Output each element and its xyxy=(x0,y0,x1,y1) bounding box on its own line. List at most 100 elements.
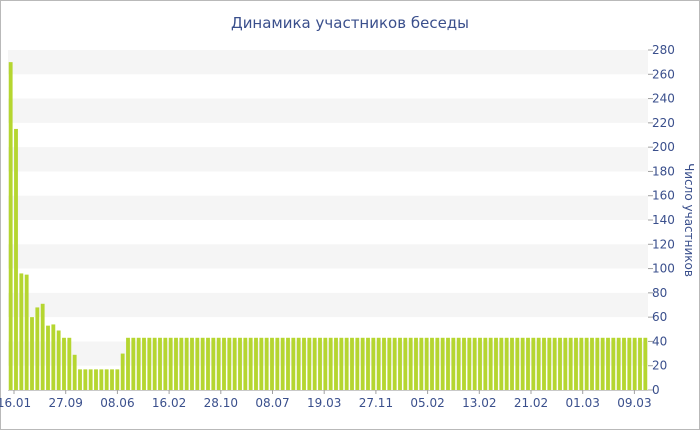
bar xyxy=(542,337,546,390)
bar xyxy=(51,324,56,390)
bar xyxy=(56,330,61,390)
y-tick-label: 180 xyxy=(652,164,675,178)
x-tick-label: 28.10 xyxy=(204,396,238,410)
y-tick-label: 160 xyxy=(652,189,675,203)
grid-band xyxy=(8,292,648,318)
y-tick-label: 60 xyxy=(652,310,667,324)
bar xyxy=(552,337,557,390)
bar xyxy=(392,337,397,390)
bar xyxy=(574,337,578,390)
bar xyxy=(152,337,157,390)
bar xyxy=(264,337,269,390)
bar xyxy=(232,337,237,390)
bar xyxy=(243,337,248,390)
bar xyxy=(334,337,338,390)
bar xyxy=(126,337,130,390)
bar xyxy=(62,337,66,390)
x-tick-label: 16.02 xyxy=(152,396,186,410)
bar xyxy=(328,337,333,390)
bar xyxy=(280,337,285,390)
x-tick-label: 27.09 xyxy=(49,396,83,410)
bar xyxy=(398,337,402,390)
bar xyxy=(179,337,184,390)
bar xyxy=(568,337,573,390)
bar xyxy=(627,337,632,390)
x-tick-label: 19.03 xyxy=(307,396,341,410)
bar xyxy=(531,337,536,390)
y-tick-label: 120 xyxy=(652,237,675,251)
bar xyxy=(40,303,45,390)
bar xyxy=(483,337,488,390)
bar xyxy=(643,337,648,390)
bar xyxy=(611,337,616,390)
bar xyxy=(216,337,221,390)
y-tick-label: 140 xyxy=(652,213,675,227)
bar xyxy=(142,337,146,390)
x-tick-label: 21.02 xyxy=(514,396,548,410)
grid-band xyxy=(8,244,648,269)
y-ticks-group: 0 20 40 60 80 100 120 140 160 180 200 220 240 260 280 xyxy=(648,43,675,397)
bar xyxy=(424,337,429,390)
bar xyxy=(46,325,50,390)
bar xyxy=(632,337,637,390)
bar xyxy=(19,273,24,390)
grid-band xyxy=(8,98,648,123)
bar xyxy=(35,307,40,390)
bar xyxy=(355,337,360,390)
bar xyxy=(467,337,472,390)
y-axis-label: Число участников xyxy=(682,163,696,277)
bar xyxy=(83,369,88,390)
grid-band xyxy=(8,195,648,220)
bar xyxy=(638,337,642,390)
bar xyxy=(254,337,258,390)
grid-band xyxy=(8,147,648,172)
bar xyxy=(563,337,568,390)
bar xyxy=(286,337,290,390)
y-tick-label: 20 xyxy=(652,359,667,373)
bar xyxy=(131,337,136,390)
grid-band xyxy=(8,50,648,75)
y-tick-label: 80 xyxy=(652,286,667,300)
bar xyxy=(536,337,541,390)
y-tick-label: 240 xyxy=(652,92,675,106)
bar xyxy=(323,337,328,390)
y-tick-label: 220 xyxy=(652,116,675,130)
bar xyxy=(462,337,466,390)
bar xyxy=(312,337,317,390)
bars-group xyxy=(8,62,648,390)
bar xyxy=(616,337,621,390)
x-tick-label: 05.02 xyxy=(410,396,444,410)
bar xyxy=(387,337,392,390)
bar xyxy=(360,337,365,390)
bar xyxy=(163,337,168,390)
bar xyxy=(494,337,498,390)
bar xyxy=(72,354,77,390)
bar xyxy=(115,369,120,390)
grid-bands xyxy=(8,50,648,366)
bar xyxy=(520,337,525,390)
bar xyxy=(430,337,434,390)
bar xyxy=(296,337,301,390)
bar xyxy=(408,337,413,390)
bar xyxy=(606,337,610,390)
bar xyxy=(190,337,194,390)
bar xyxy=(302,337,306,390)
bar xyxy=(515,337,520,390)
bar xyxy=(318,337,322,390)
bar xyxy=(211,337,216,390)
bar xyxy=(547,337,552,390)
bar xyxy=(270,337,274,390)
bar xyxy=(371,337,376,390)
bar xyxy=(136,337,141,390)
bar xyxy=(488,337,493,390)
bar xyxy=(510,337,514,390)
x-tick-label: 27.11 xyxy=(359,396,393,410)
bar xyxy=(104,369,109,390)
bar xyxy=(99,369,104,390)
y-tick-label: 0 xyxy=(652,383,660,397)
bar xyxy=(600,337,605,390)
bar xyxy=(248,337,253,390)
bar xyxy=(414,337,418,390)
bar xyxy=(478,337,482,390)
